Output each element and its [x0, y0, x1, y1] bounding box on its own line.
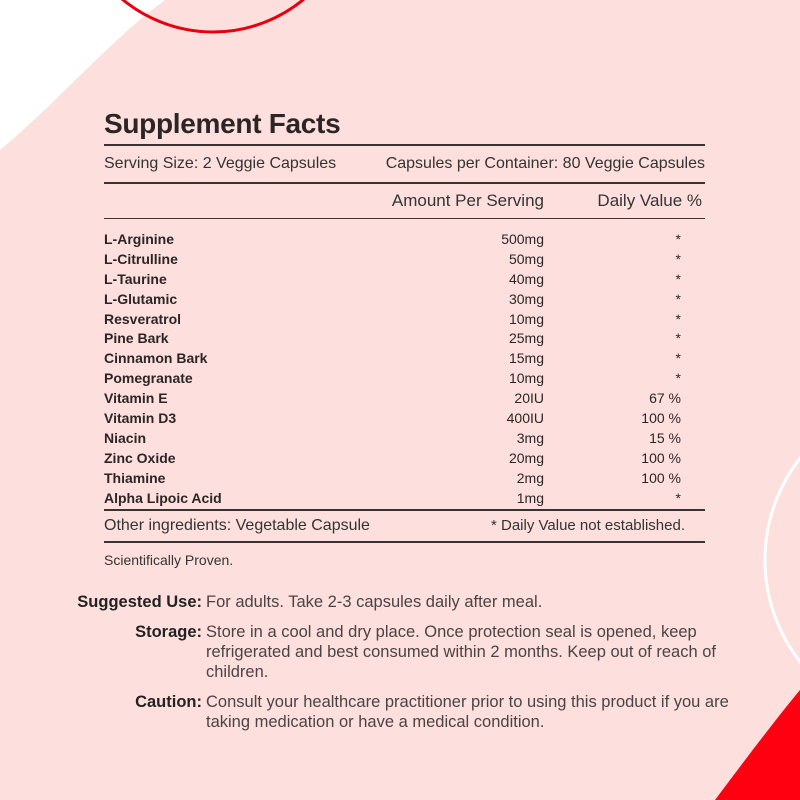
facts-title: Supplement Facts [104, 108, 341, 139]
ingredient-name: Vitamin D3 [104, 410, 177, 427]
ingredient-amount: 20mg [508, 449, 544, 466]
ingredient-amount: 1mg [516, 489, 544, 506]
ingredient-row: Alpha Lipoic Acid 1mg * [104, 488, 705, 508]
ingredient-row: Pomegranate 10mg * [104, 368, 705, 388]
capsules-per-container: Capsules per Container: 80 Veggie Capsul… [385, 155, 705, 172]
divider [104, 144, 705, 146]
ingredient-name: L-Glutamic [104, 290, 178, 307]
serving-size: Serving Size: 2 Veggie Capsules [104, 155, 337, 172]
ingredient-row: L-Glutamic 30mg * [104, 289, 705, 309]
ingredient-daily-value: * [675, 310, 681, 327]
divider [104, 509, 705, 511]
red-circle-outline [120, 0, 306, 34]
suggested-use: Suggested Use: For adults. Take 2-3 caps… [40, 592, 760, 612]
ingredient-amount: 2mg [516, 469, 544, 486]
divider [104, 218, 705, 219]
ingredient-daily-value: * [675, 231, 681, 247]
ingredient-daily-value: 67 % [649, 390, 681, 407]
ingredient-daily-value: 15 % [649, 429, 681, 446]
ingredient-daily-value: 100 % [641, 469, 681, 486]
red-corner-shape [715, 690, 800, 800]
ingredient-daily-value: * [675, 250, 681, 267]
ingredient-list: L-Arginine 500mg * L-Citrulline 50mg * L-Tauri… [104, 219, 705, 509]
ingredient-name: Pine Bark [104, 330, 169, 347]
facts-footer: Other ingredients: Vegetable Capsule * D… [104, 511, 705, 541]
ingredient-amount: 10mg [508, 310, 544, 327]
ingredient-row: L-Citrulline 50mg * [104, 249, 705, 269]
suggested-use-label: Suggested Use: [77, 593, 202, 611]
ingredient-daily-value: 100 % [641, 410, 681, 427]
ingredient-name: L-Citrulline [104, 250, 178, 267]
storage-text: Store in a cool and dry place. Once prot… [206, 623, 716, 681]
column-headers: Amount Per Serving Daily Value % [104, 184, 705, 218]
divider [104, 541, 705, 543]
ingredient-row: Thiamine 2mg 100 % [104, 468, 705, 488]
ingredient-daily-value: * [675, 270, 681, 287]
ingredient-daily-value: 100 % [641, 449, 681, 466]
ingredient-name: L-Taurine [104, 270, 167, 287]
ingredient-amount: 400IU [506, 410, 544, 427]
ingredient-row: L-Taurine 40mg * [104, 269, 705, 289]
ingredient-name: Vitamin E [104, 390, 168, 407]
ingredient-name: Alpha Lipoic Acid [104, 489, 222, 506]
ingredient-daily-value: * [675, 350, 681, 367]
ingredient-row: Pine Bark 25mg * [104, 328, 705, 348]
ingredient-row: Resveratrol 10mg * [104, 309, 705, 329]
ingredient-amount: 25mg [508, 330, 544, 347]
ingredient-name: L-Arginine [104, 231, 174, 247]
divider [104, 182, 705, 184]
ingredient-daily-value: * [675, 330, 681, 347]
caution-label: Caution: [135, 693, 202, 711]
ingredient-amount: 40mg [508, 270, 544, 287]
amount-header: Amount Per Serving [391, 191, 544, 210]
ingredient-row: Zinc Oxide 20mg 100 % [104, 448, 705, 468]
daily-value-header: Daily Value % [597, 191, 702, 210]
ingredient-amount: 15mg [508, 350, 544, 367]
ingredient-name: Cinnamon Bark [104, 350, 208, 367]
ingredient-row: Vitamin D3 400IU 100 % [104, 408, 705, 428]
suggested-use-text: For adults. Take 2-3 capsules daily afte… [206, 593, 543, 611]
ingredient-row: Niacin 3mg 15 % [104, 428, 705, 448]
caution: Caution: Consult your healthcare practit… [40, 692, 760, 732]
ingredient-amount: 50mg [508, 250, 544, 267]
ingredient-amount: 30mg [508, 290, 544, 307]
ingredient-row: Vitamin E 20IU 67 % [104, 388, 705, 408]
ingredient-daily-value: * [675, 290, 681, 307]
other-ingredients: Other ingredients: Vegetable Capsule [104, 517, 370, 534]
ingredient-name: Zinc Oxide [104, 449, 176, 466]
ingredient-name: Thiamine [104, 469, 166, 486]
caution-text: Consult your healthcare practitioner pri… [206, 693, 729, 731]
white-corner-shape [0, 0, 165, 150]
tagline: Scientifically Proven. [104, 552, 234, 568]
white-circle-outline [763, 456, 800, 664]
ingredient-daily-value: * [675, 370, 681, 387]
usage-instructions: Suggested Use: For adults. Take 2-3 caps… [40, 592, 760, 742]
storage: Storage: Store in a cool and dry place. … [40, 622, 760, 682]
ingredient-amount: 20IU [514, 390, 544, 407]
ingredient-row: L-Arginine 500mg * [104, 229, 705, 249]
ingredient-amount: 500mg [501, 231, 544, 247]
ingredient-name: Resveratrol [104, 310, 182, 327]
ingredient-amount: 10mg [508, 370, 544, 387]
ingredient-name: Pomegranate [104, 370, 193, 387]
daily-value-note: * Daily Value not established. [490, 517, 685, 534]
storage-label: Storage: [135, 623, 202, 641]
ingredient-name: Niacin [104, 429, 147, 446]
serving-info: Serving Size: 2 Veggie Capsules Capsules… [104, 146, 705, 182]
ingredient-amount: 3mg [516, 429, 544, 446]
ingredient-daily-value: * [675, 489, 681, 506]
supplement-facts-panel: Supplement Facts Serving Size: 2 Veggie … [104, 100, 705, 543]
ingredient-row: Cinnamon Bark 15mg * [104, 348, 705, 368]
